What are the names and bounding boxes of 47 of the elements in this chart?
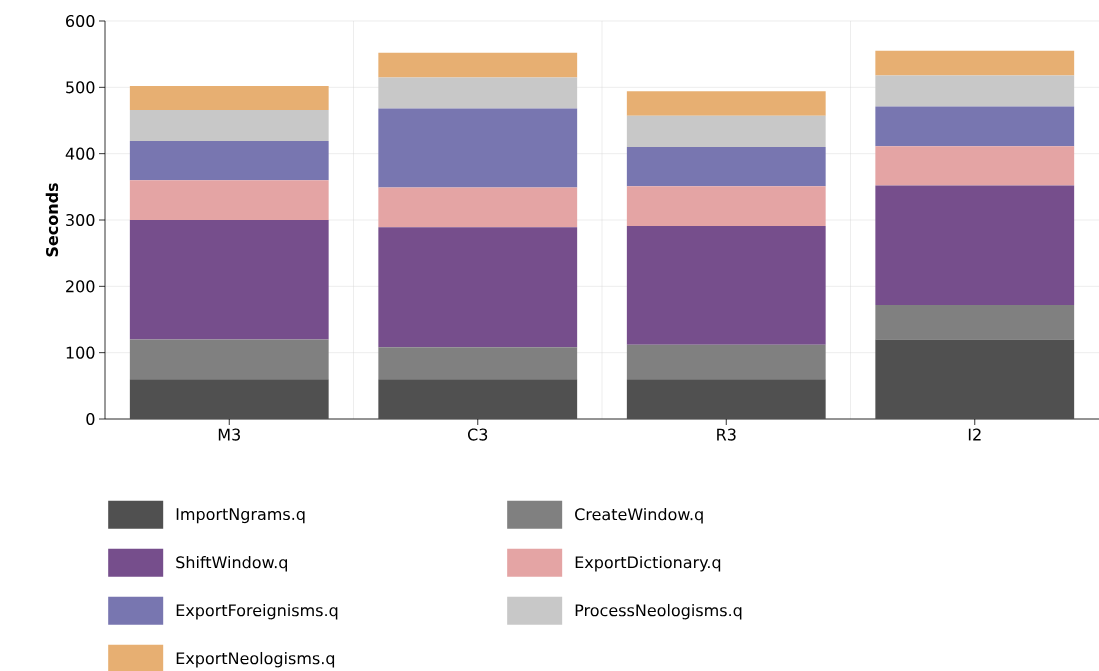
bar: [875, 106, 1075, 147]
legend-label: ExportNeologisms.q: [176, 651, 335, 668]
bar: [129, 109, 329, 142]
bar: [875, 50, 1075, 76]
bar: [129, 339, 329, 380]
bar: [129, 141, 329, 181]
bar: [875, 185, 1075, 305]
x-tick-label: I2: [968, 428, 981, 441]
bar: [626, 186, 826, 226]
legend-label: ShiftWindow.q: [176, 555, 287, 572]
bar: [626, 147, 826, 187]
bar: [626, 379, 826, 419]
x-tick-label: R3: [717, 428, 736, 441]
y-tick-label: 600: [66, 14, 95, 28]
bar: [626, 115, 826, 148]
legend-label: ImportNgrams.q: [176, 508, 305, 524]
bar: [378, 52, 578, 78]
bar: [378, 187, 578, 228]
bar: [875, 304, 1075, 340]
y-tick-label: 200: [66, 280, 95, 293]
y-axis-title: Seconds: [45, 183, 59, 257]
bar: [129, 180, 329, 220]
bar: [378, 379, 578, 419]
bar: [378, 77, 578, 109]
bar: [378, 108, 578, 188]
y-tick-label: 400: [65, 147, 95, 160]
bar: [129, 379, 329, 419]
bar: [626, 91, 826, 116]
x-tick-label: C3: [467, 428, 488, 441]
bar: [875, 146, 1075, 186]
y-tick-label: 300: [66, 213, 95, 227]
y-tick-label: 0: [86, 412, 95, 426]
bar: [875, 75, 1075, 107]
y-tick-label: 500: [66, 81, 95, 94]
legend-label: ExportForeignisms.q: [176, 603, 338, 620]
bar: [129, 86, 329, 110]
x-tick-label: M3: [218, 428, 240, 441]
legend-label: ExportDictionary.q: [575, 555, 721, 572]
bar: [626, 225, 826, 345]
bar: [378, 347, 578, 380]
bar: [378, 227, 578, 348]
y-tick-label: 100: [66, 346, 95, 359]
legend-label: ProcessNeologisms.q: [575, 603, 742, 620]
bar: [129, 220, 329, 340]
bar: [875, 339, 1075, 419]
bar: [626, 344, 826, 380]
legend-label: CreateWindow.q: [575, 507, 703, 524]
